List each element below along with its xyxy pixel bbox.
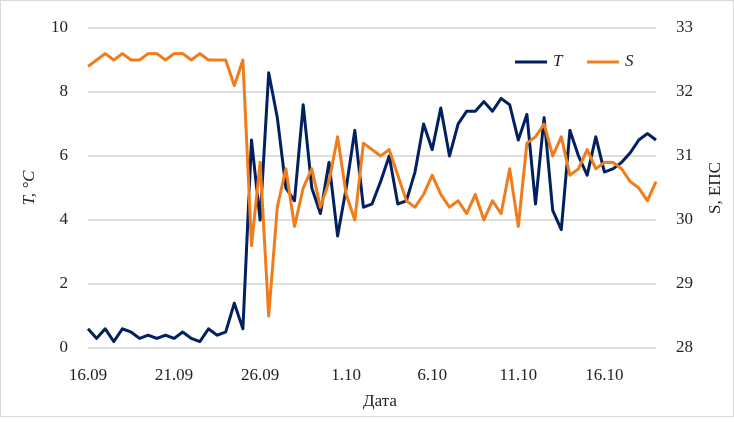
y2-tick-label: 29 [676, 273, 693, 292]
y-tick-label: 4 [60, 209, 69, 228]
legend-label: T [553, 51, 564, 70]
y2-tick-label: 30 [676, 209, 693, 228]
y2-tick-label: 32 [676, 81, 693, 100]
x-tick-label: 16.10 [585, 365, 623, 384]
y-tick-label: 6 [60, 145, 69, 164]
y-tick-label: 2 [60, 273, 69, 292]
x-axis-label: Дата [363, 391, 397, 410]
x-tick-label: 26.09 [241, 365, 279, 384]
y2-tick-label: 28 [676, 337, 693, 356]
x-tick-label: 11.10 [499, 365, 537, 384]
legend-label: S [625, 51, 634, 70]
series-line [86, 71, 657, 344]
series-line [87, 52, 658, 318]
y-tick-label: 0 [60, 337, 69, 356]
x-tick-label: 6.10 [417, 365, 447, 384]
y-tick-label: 10 [51, 17, 68, 36]
y-tick-label: 8 [60, 81, 69, 100]
y2-axis-label: S, ЕПС [705, 162, 724, 214]
x-tick-label: 21.09 [155, 365, 193, 384]
y2-tick-label: 33 [676, 17, 693, 36]
x-tick-label: 1.10 [331, 365, 361, 384]
x-tick-label: 16.09 [69, 365, 107, 384]
y-axis-label: T, °C [19, 170, 38, 205]
y2-tick-label: 31 [676, 145, 693, 164]
